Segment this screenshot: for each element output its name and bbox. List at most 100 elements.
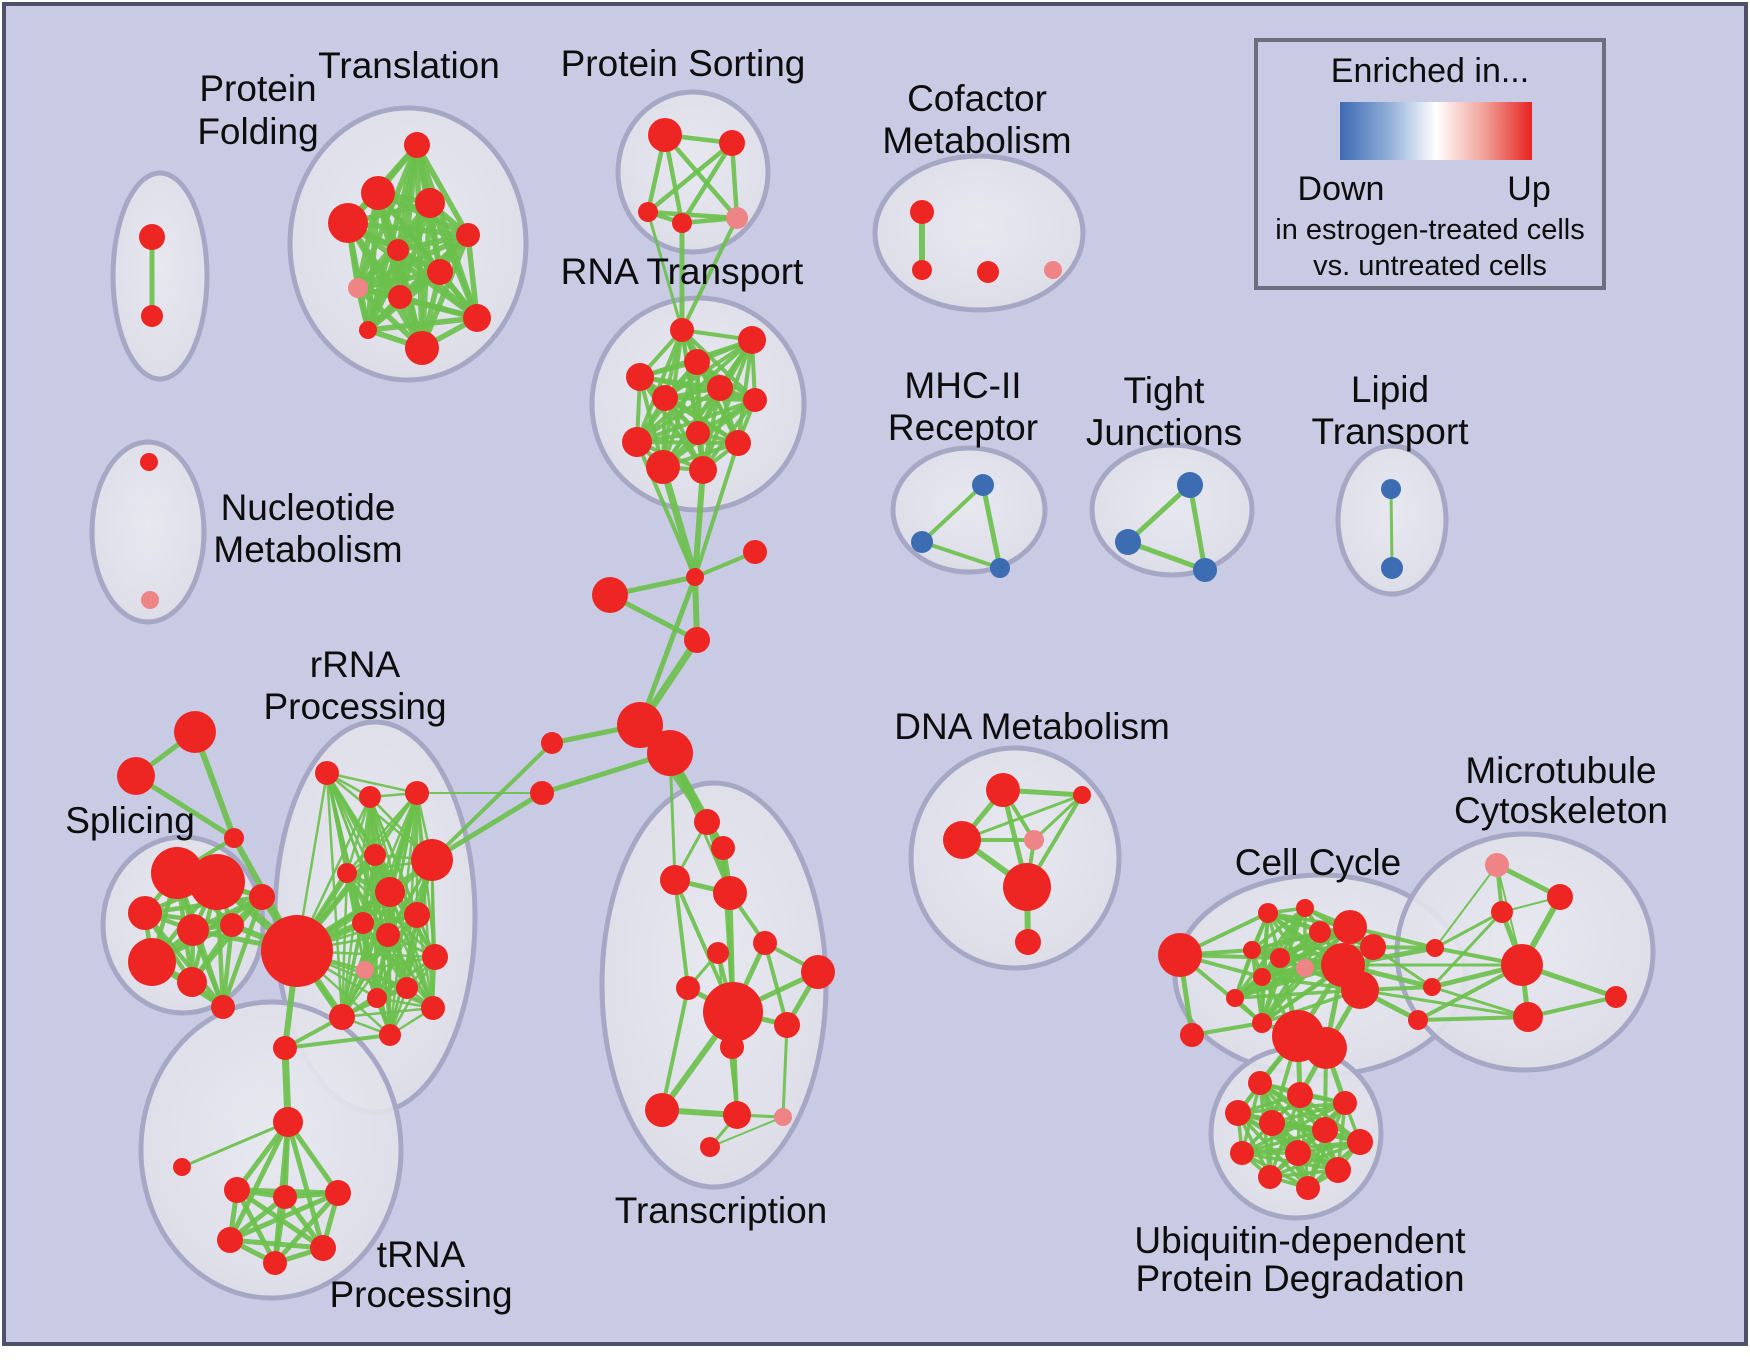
rrna-node[interactable]	[422, 944, 448, 970]
splicing-node[interactable]	[189, 854, 245, 910]
protein_sorting-node[interactable]	[726, 207, 748, 229]
rrna-node[interactable]	[411, 839, 453, 881]
rna_transport-node[interactable]	[743, 388, 767, 412]
microtubule-node[interactable]	[1547, 884, 1573, 910]
rrna-node[interactable]	[367, 988, 387, 1008]
connector-node[interactable]	[1180, 1023, 1204, 1047]
cellcycle-node[interactable]	[1258, 903, 1278, 923]
ubiquitin-node[interactable]	[1258, 1165, 1282, 1189]
connector-node[interactable]	[273, 1036, 297, 1060]
cellcycle-node[interactable]	[1270, 948, 1290, 968]
edge[interactable]	[340, 955, 437, 1019]
protein_sorting-node[interactable]	[719, 130, 745, 156]
edge[interactable]	[1389, 487, 1394, 570]
edge[interactable]	[1032, 793, 1084, 842]
transcription-node[interactable]	[660, 865, 690, 895]
edge[interactable]	[1250, 906, 1307, 952]
protein_folding-node[interactable]	[139, 224, 165, 250]
ubiquitin-node[interactable]	[1312, 1117, 1338, 1143]
connector-node[interactable]	[647, 730, 693, 776]
cofactor-node[interactable]	[912, 260, 932, 280]
dna-node[interactable]	[986, 773, 1020, 807]
rna_transport-node[interactable]	[670, 318, 694, 342]
edge[interactable]	[283, 1033, 392, 1050]
lipid-node[interactable]	[1381, 557, 1403, 579]
rrna-node[interactable]	[359, 786, 381, 808]
edge[interactable]	[180, 1120, 290, 1169]
rrna-node[interactable]	[376, 923, 400, 947]
ubiquitin-node[interactable]	[1285, 1140, 1311, 1166]
cellcycle-node[interactable]	[1252, 1013, 1272, 1033]
transcription-node[interactable]	[774, 1012, 800, 1038]
translation-node[interactable]	[388, 285, 412, 309]
rrna-node[interactable]	[261, 915, 333, 987]
connector-node[interactable]	[684, 627, 710, 653]
splicing-node[interactable]	[211, 995, 235, 1019]
edge[interactable]	[693, 441, 740, 579]
connector-node[interactable]	[224, 828, 244, 848]
edge[interactable]	[1240, 1128, 1327, 1155]
cellcycle-node[interactable]	[1309, 921, 1331, 943]
connector-node[interactable]	[1158, 933, 1202, 977]
edge[interactable]	[960, 793, 1084, 842]
cellcycle-node[interactable]	[1341, 971, 1379, 1009]
edge[interactable]	[646, 210, 684, 332]
connector-node[interactable]	[1426, 939, 1444, 957]
protein_sorting-node[interactable]	[638, 202, 658, 222]
translation-node[interactable]	[359, 321, 377, 339]
translation-node[interactable]	[463, 304, 491, 332]
trna-node[interactable]	[310, 1235, 336, 1261]
edge[interactable]	[1187, 482, 1208, 573]
nucleotide-node[interactable]	[141, 591, 159, 609]
tight-node[interactable]	[1115, 529, 1141, 555]
trna-node[interactable]	[217, 1227, 243, 1253]
splicing-node[interactable]	[177, 914, 209, 946]
connector-node[interactable]	[617, 702, 663, 748]
edge[interactable]	[637, 574, 698, 728]
ubiquitin-node[interactable]	[1230, 1141, 1254, 1165]
ubiquitin-node[interactable]	[1259, 1110, 1285, 1136]
rna_transport-node[interactable]	[686, 421, 710, 445]
rna_transport-node[interactable]	[689, 456, 717, 484]
ubiquitin-node[interactable]	[1248, 1071, 1272, 1095]
edge[interactable]	[673, 878, 690, 990]
edge[interactable]	[429, 790, 545, 863]
lipid-node[interactable]	[1381, 479, 1401, 499]
cofactor-node[interactable]	[910, 200, 934, 224]
rrna-node[interactable]	[421, 996, 445, 1020]
connector-node[interactable]	[1305, 1027, 1347, 1069]
cofactor-node[interactable]	[977, 261, 999, 283]
edge[interactable]	[635, 328, 684, 444]
cellcycle-node[interactable]	[1360, 934, 1386, 960]
transcription-node[interactable]	[645, 1093, 679, 1127]
transcription-node[interactable]	[707, 942, 729, 964]
cofactor-node[interactable]	[1044, 261, 1062, 279]
edge[interactable]	[345, 220, 471, 238]
rna_transport-node[interactable]	[652, 385, 678, 411]
edge[interactable]	[386, 933, 392, 1037]
splicing-node[interactable]	[220, 913, 244, 937]
connector-node[interactable]	[743, 540, 767, 564]
ubiquitin-node[interactable]	[1287, 1082, 1313, 1108]
trna-node[interactable]	[325, 1180, 351, 1206]
edge[interactable]	[1268, 1140, 1362, 1179]
edge[interactable]	[660, 986, 690, 1112]
edge[interactable]	[133, 773, 237, 841]
transcription-node[interactable]	[703, 982, 763, 1042]
edge[interactable]	[427, 200, 480, 321]
cellcycle-node[interactable]	[1333, 910, 1367, 944]
transcription-node[interactable]	[713, 876, 747, 910]
mhc-node[interactable]	[972, 474, 994, 496]
rrna-node[interactable]	[364, 844, 386, 866]
edge[interactable]	[1430, 910, 1504, 989]
edge[interactable]	[692, 467, 706, 580]
dna-node[interactable]	[1003, 863, 1051, 911]
rrna-node[interactable]	[396, 977, 418, 999]
trna-node[interactable]	[273, 1185, 297, 1209]
edge[interactable]	[227, 1119, 291, 1243]
connector-node[interactable]	[173, 1158, 191, 1176]
edge[interactable]	[1416, 1015, 1530, 1022]
cellcycle-node[interactable]	[1296, 959, 1314, 977]
cellcycle-node[interactable]	[1296, 899, 1314, 917]
rrna-node[interactable]	[337, 863, 357, 883]
